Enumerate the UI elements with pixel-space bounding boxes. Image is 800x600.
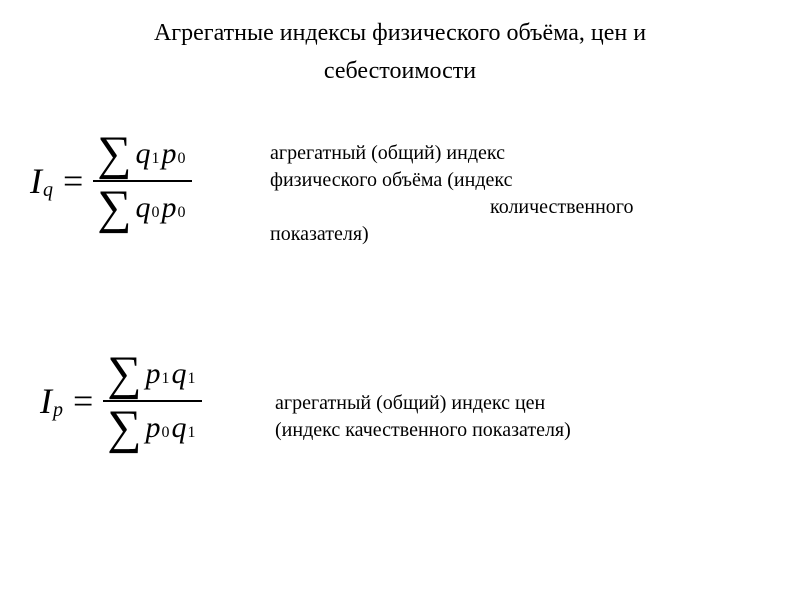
lhs-sub: p <box>53 399 63 422</box>
formula-block-2: I p = ∑ p 1 q 1 ∑ p <box>40 350 202 452</box>
desc1-l4: показателя) <box>270 223 369 245</box>
num-term: p 1 q 1 <box>146 357 198 391</box>
desc1-l2: физического объёма (индекс <box>270 169 513 191</box>
fraction-ip: ∑ p 1 q 1 ∑ p 0 q 1 <box>103 350 201 452</box>
formula-ip: I p = ∑ p 1 q 1 ∑ p <box>40 350 202 452</box>
lhs-var: I <box>30 160 42 202</box>
fraction-iq: ∑ q 1 p 0 ∑ q 0 p 0 <box>93 130 191 232</box>
formula-1-description: агрегатный (общий) индекс физического об… <box>270 140 634 248</box>
formula-2-description: агрегатный (общий) индекс цен (индекс ка… <box>275 390 571 444</box>
num-term: q 1 p 0 <box>136 137 188 171</box>
lhs-ip: I p <box>40 380 63 422</box>
lhs-sub: q <box>43 179 53 202</box>
slide: Агрегатные индексы физического объёма, ц… <box>0 0 800 600</box>
sigma-icon: ∑ <box>107 350 141 398</box>
numerator: ∑ q 1 p 0 <box>93 130 191 178</box>
equals-sign: = <box>73 380 93 422</box>
desc1-l1: агрегатный (общий) индекс <box>270 142 505 164</box>
den-term: p 0 q 1 <box>146 411 198 445</box>
den-term: q 0 p 0 <box>136 191 188 225</box>
lhs-iq: I q <box>30 160 53 202</box>
desc2-l2: (индекс качественного показателя) <box>275 419 571 441</box>
desc1-l3: количественного <box>490 196 634 218</box>
denominator: ∑ q 0 p 0 <box>93 184 191 232</box>
formula-iq: I q = ∑ q 1 p 0 ∑ q <box>30 130 192 232</box>
title-line-1: Агрегатные индексы физического объёма, ц… <box>154 20 646 46</box>
sigma-icon: ∑ <box>107 404 141 452</box>
equals-sign: = <box>63 160 83 202</box>
page-title: Агрегатные индексы физического объёма, ц… <box>0 14 800 91</box>
sigma-icon: ∑ <box>97 184 131 232</box>
numerator: ∑ p 1 q 1 <box>103 350 201 398</box>
formula-block-1: I q = ∑ q 1 p 0 ∑ q <box>30 130 192 232</box>
title-line-2: себестоимости <box>324 58 476 84</box>
denominator: ∑ p 0 q 1 <box>103 404 201 452</box>
desc2-l1: агрегатный (общий) индекс цен <box>275 392 545 414</box>
lhs-var: I <box>40 380 52 422</box>
sigma-icon: ∑ <box>97 130 131 178</box>
